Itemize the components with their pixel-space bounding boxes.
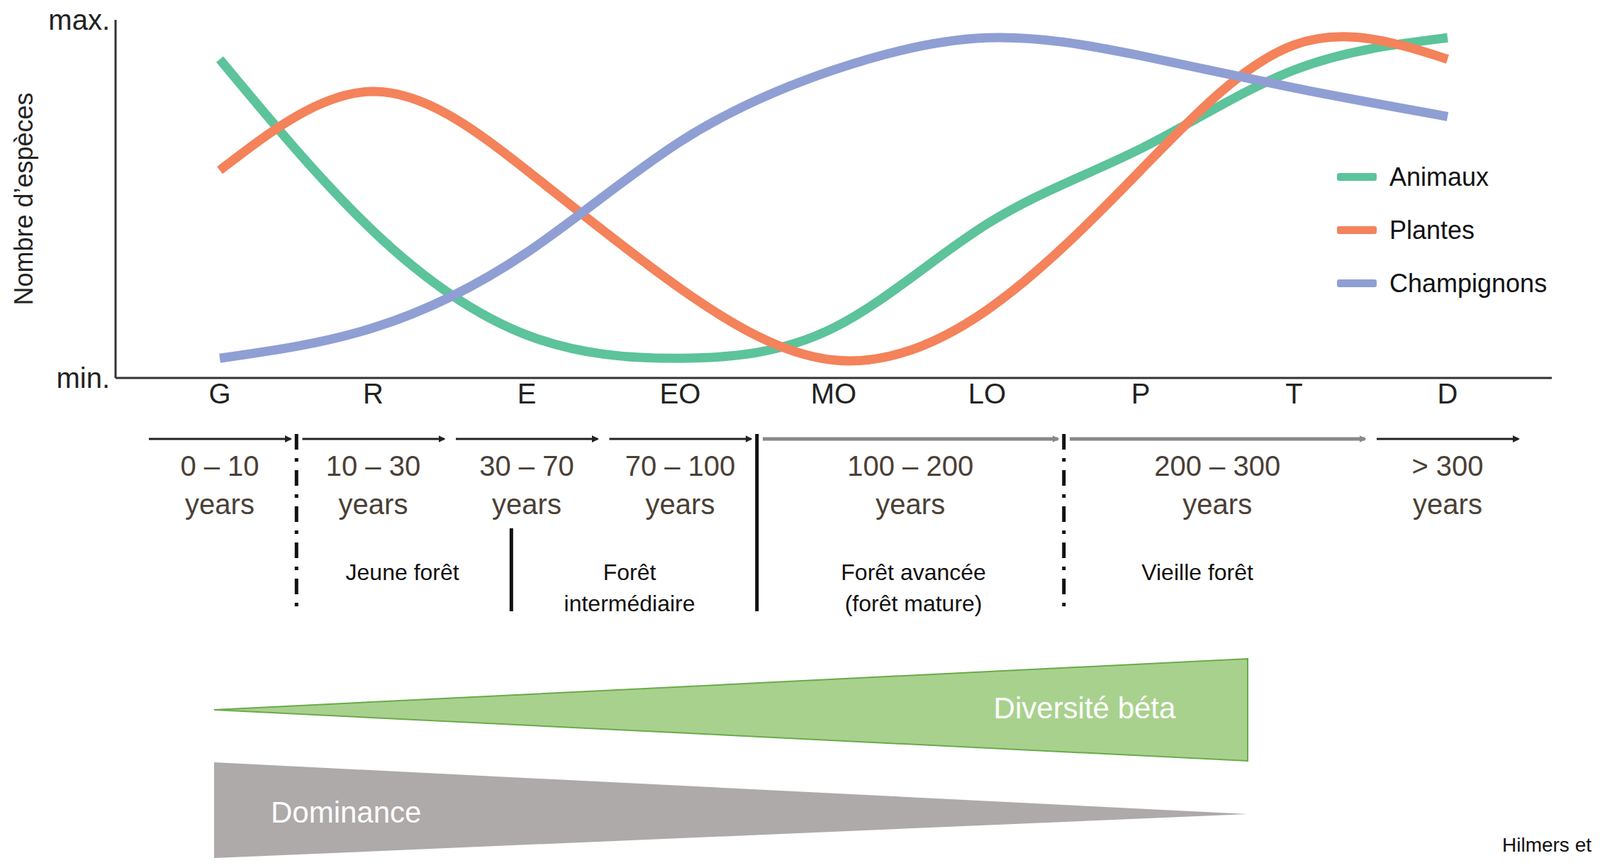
html-text:> 300: > 300 [1411,450,1484,482]
html-text:years: years [338,488,408,520]
html-text:Jeune forêt: Jeune forêt [345,559,460,585]
svg-text:Nombre d’espèces: Nombre d’espèces [9,92,39,305]
html-text:0 – 10: 0 – 10 [180,450,260,482]
svg-text:G: G [208,377,231,410]
html-text:Forêt intermédiaire: Forêt intermédiaire [564,559,696,617]
svg-text:T: T [1285,377,1303,410]
html-text:Hilmers et: Hilmers et [1502,833,1592,856]
html-text:10 – 30: 10 – 30 [325,450,421,482]
html-text:30 – 70: 30 – 70 [479,450,575,482]
html-text:Vieille forêt: Vieille forêt [1141,559,1254,585]
svg-text:MO: MO [810,377,857,410]
svg-text:P: P [1131,377,1151,410]
html-text:Animaux: Animaux [1389,161,1489,192]
html-text:years: years [1182,488,1253,520]
html-text:Diversité béta: Diversité béta [993,691,1176,725]
svg-text:min.: min. [56,362,110,394]
html-text:70 – 100: 70 – 100 [624,450,736,482]
html-text:Plantes: Plantes [1389,215,1475,245]
html-text:years: years [875,488,946,520]
svg-text:E: E [517,377,537,410]
svg-text:R: R [362,377,384,410]
html-text:200 – 300: 200 – 300 [1154,450,1281,482]
html-text:Champignons: Champignons [1389,268,1547,298]
html-text:Forêt avancée (forêt mature): Forêt avancée (forêt mature) [840,559,987,617]
svg-text:max.: max. [48,4,110,36]
html-text:years: years [645,488,715,520]
svg-text:LO: LO [968,377,1006,410]
svg-text:D: D [1437,377,1459,410]
html-text:years: years [185,488,255,520]
svg-text:EO: EO [659,377,702,410]
html-text:100 – 200: 100 – 200 [847,450,974,482]
html-text:Dominance: Dominance [270,795,422,829]
html-text:years: years [492,488,562,520]
html-text:years: years [1412,488,1483,520]
